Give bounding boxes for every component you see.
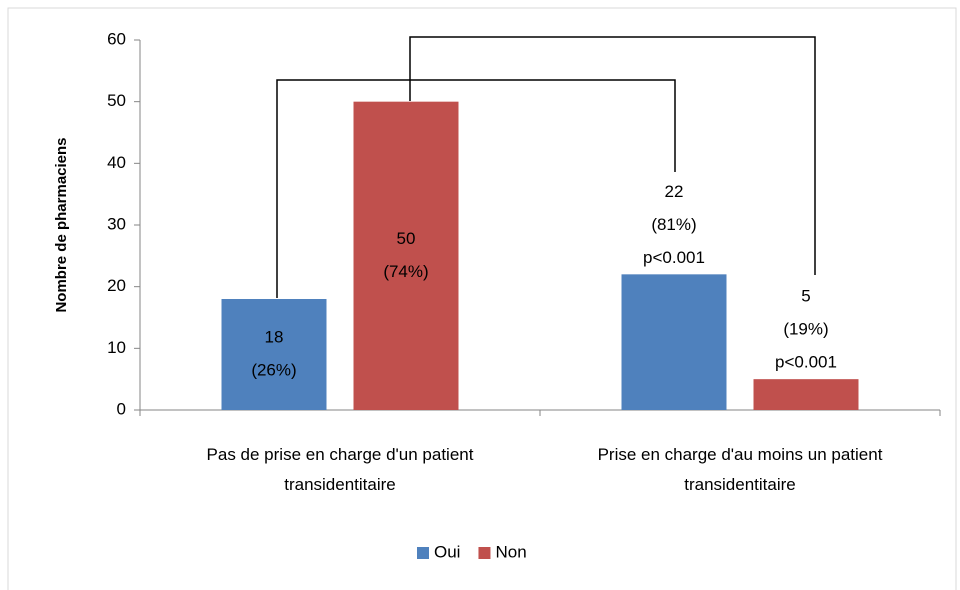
- bar: [753, 379, 859, 410]
- legend-swatch: [417, 547, 429, 559]
- data-label: (26%): [251, 360, 296, 379]
- bar: [353, 101, 459, 411]
- data-label: (74%): [383, 262, 428, 281]
- y-tick-label: 0: [117, 399, 126, 418]
- y-tick-label: 10: [107, 338, 126, 357]
- significance-bracket: [409, 36, 816, 275]
- data-label: 18: [265, 327, 284, 346]
- bar: [221, 299, 327, 410]
- significance-bracket: [276, 79, 676, 298]
- data-label: p<0.001: [643, 248, 705, 267]
- chart-border: [7, 7, 957, 590]
- x-tick-label: Prise en charge d'au moins un patient tr…: [597, 445, 883, 494]
- data-label: 22: [665, 182, 684, 201]
- legend-label: Oui: [434, 542, 460, 561]
- data-label: 50: [397, 229, 416, 248]
- y-tick-label: 60: [107, 29, 126, 48]
- bar: [621, 274, 727, 410]
- y-tick-label: 50: [107, 91, 126, 110]
- y-tick-label: 40: [107, 153, 126, 172]
- legend-swatch: [478, 547, 491, 559]
- data-label: (19%): [783, 320, 828, 339]
- y-tick-label: 20: [107, 276, 126, 295]
- x-tick-label: Pas de prise en charge d'un patient tran…: [206, 445, 474, 494]
- data-label: (81%): [651, 215, 696, 234]
- y-axis-label: Nombre de pharmaciens: [53, 137, 70, 312]
- legend-label: Non: [495, 542, 526, 561]
- data-label: p<0.001: [775, 353, 837, 372]
- y-tick-label: 30: [107, 214, 126, 233]
- data-label: 5: [801, 287, 810, 306]
